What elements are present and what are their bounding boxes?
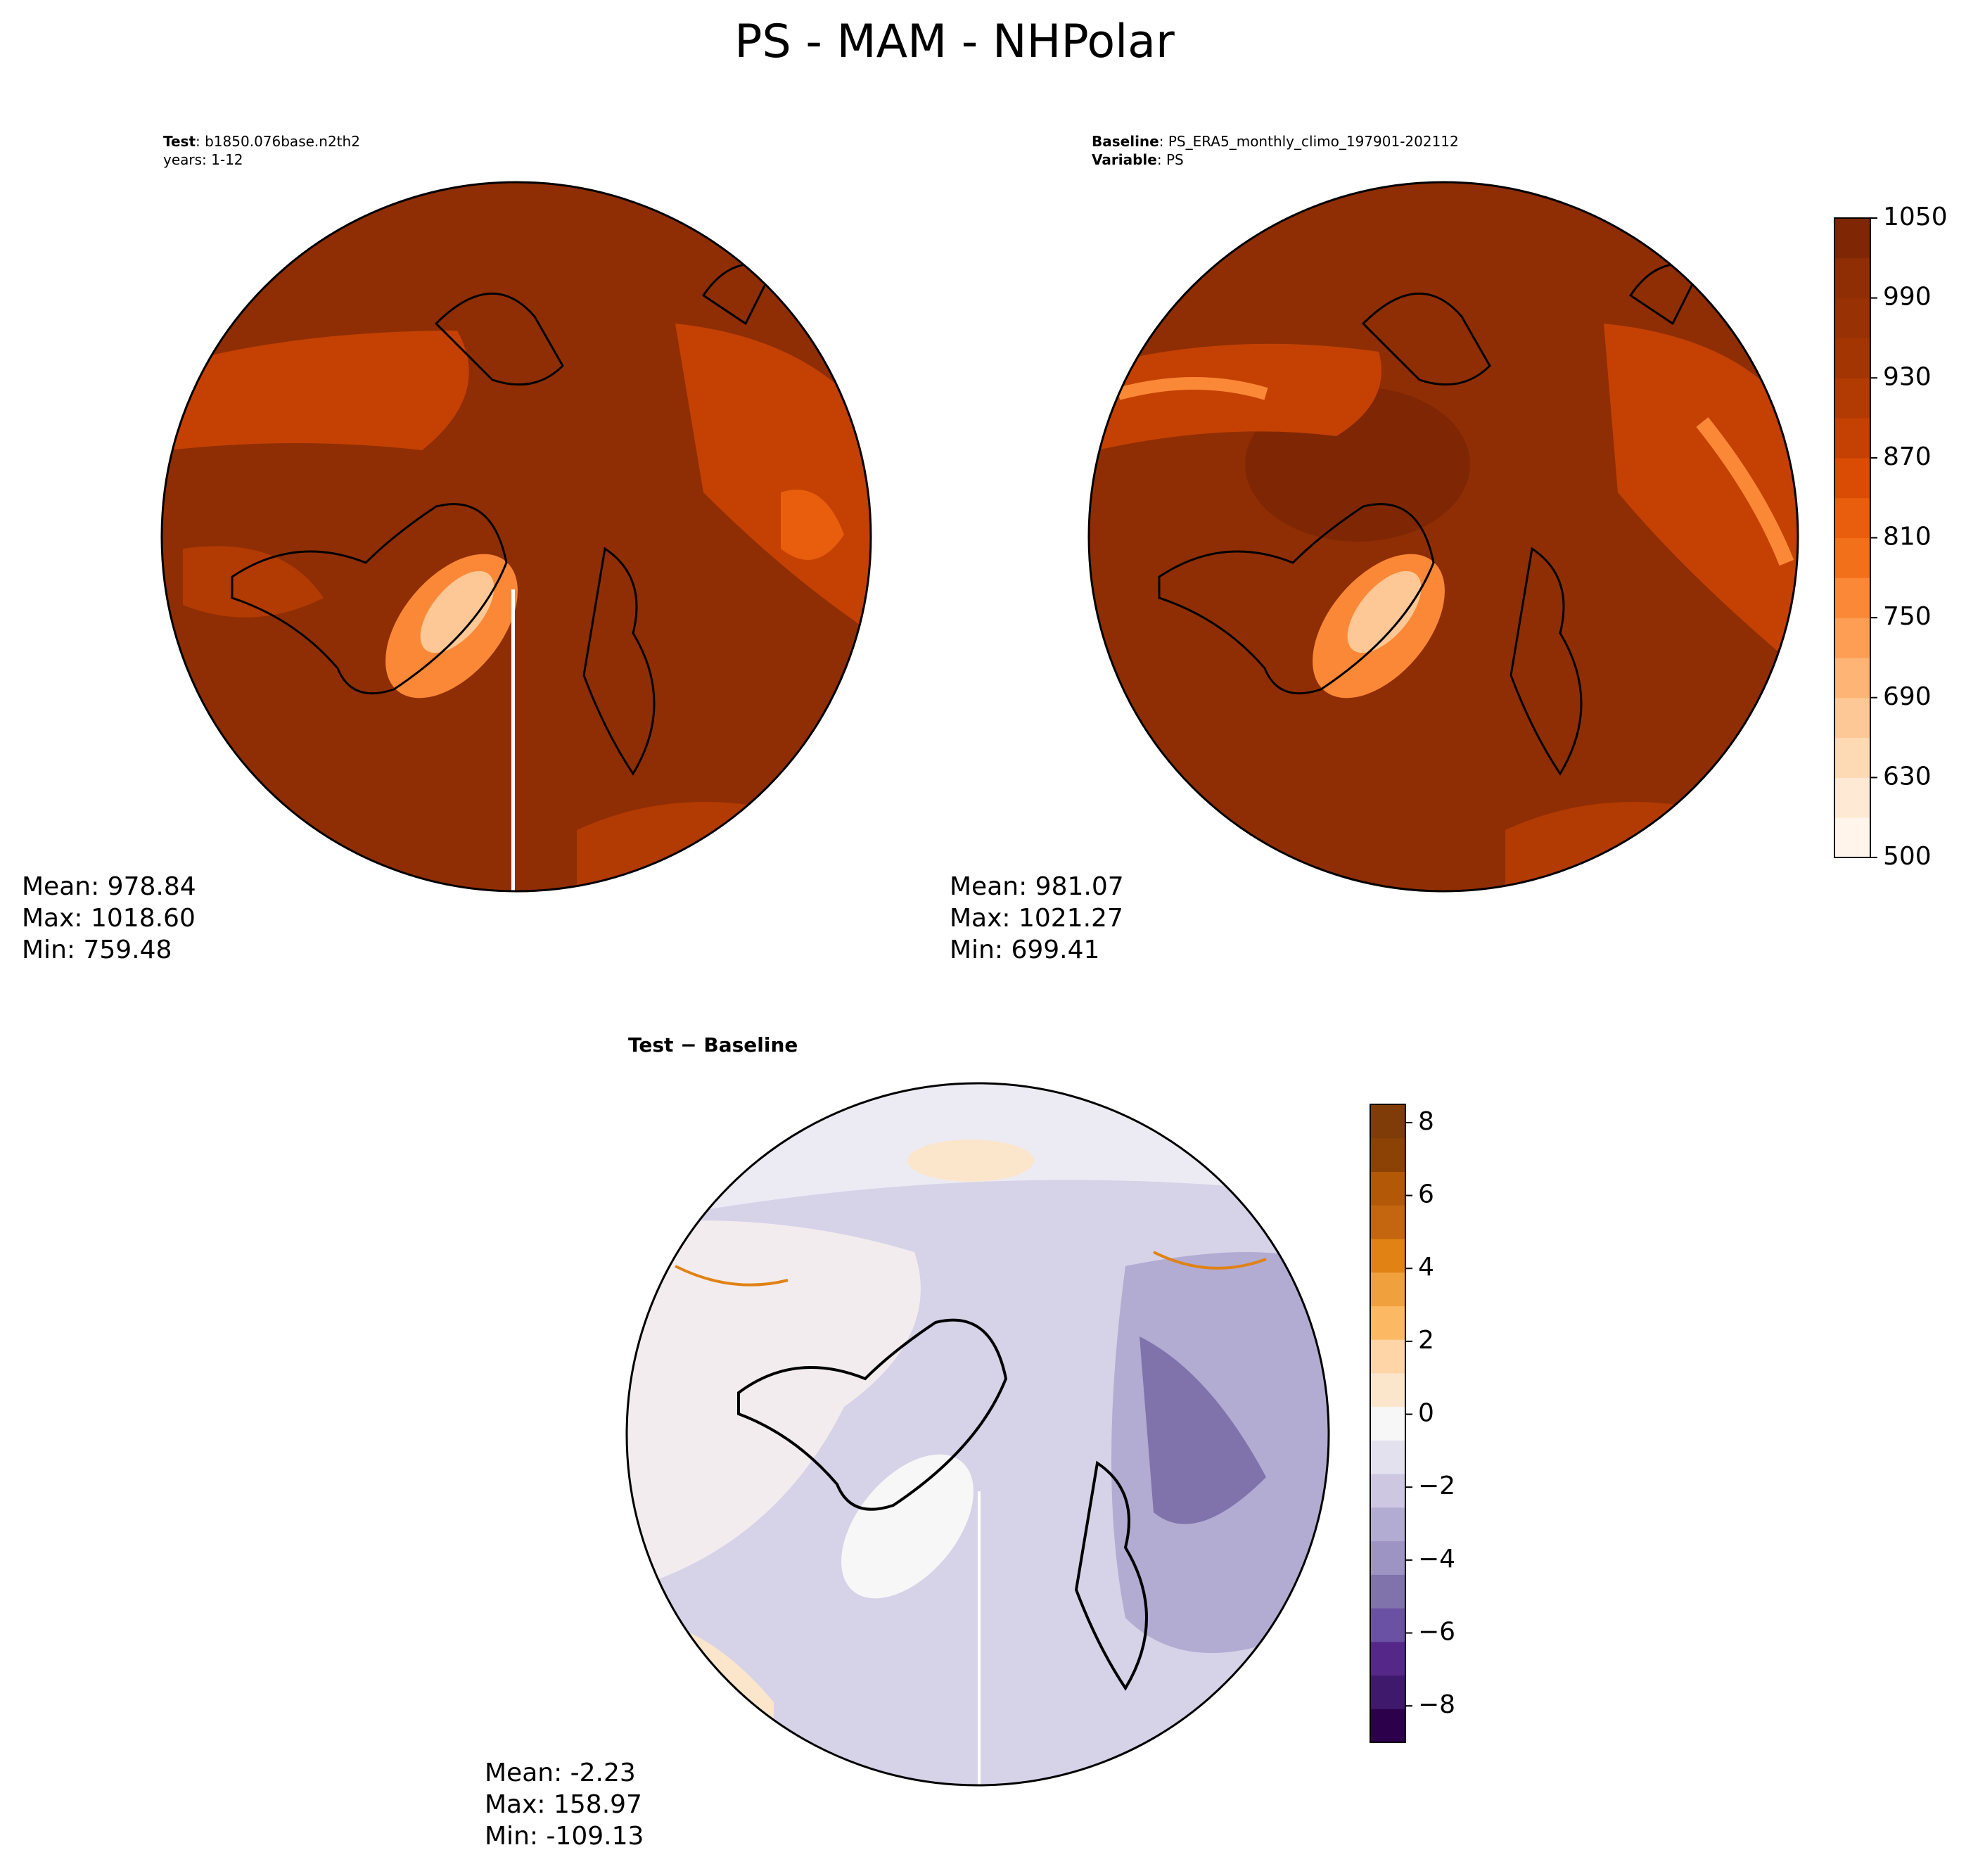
figure-title: PS - MAM - NHPolar [734,15,1175,68]
header-key: Variable [1092,151,1157,168]
panel-header: Test − Baseline [628,1033,798,1057]
colorbar-segment [1834,618,1870,658]
header-value: : b1850.076base.n2th2 [196,133,360,150]
colorbar-segment [1370,1608,1405,1642]
colorbar-segment [1834,378,1870,419]
colorbar-frame [1370,1104,1406,1743]
map-test [162,182,871,891]
stat-text: Mean: -2.23 [485,1759,636,1787]
colorbar-segment [1370,1574,1405,1609]
colorbar-tick-label: 4 [1418,1253,1434,1282]
header-key: Baseline [1092,133,1159,150]
stat-text: Max: 1018.60 [22,904,196,933]
colorbar-segment [1834,457,1870,499]
header-value: : PS [1157,151,1184,168]
header-value: : PS_ERA5_monthly_climo_197901-202112 [1159,133,1459,150]
colorbar-segment [1834,777,1870,818]
colorbar-segment [1834,218,1870,259]
header-key: Test [163,133,196,150]
colorbar-segment [1834,657,1870,698]
colorbar-tick-label: 0 [1418,1399,1434,1428]
colorbar-segment [1370,1440,1405,1474]
colorbar-tick-label: 750 [1883,602,1932,631]
colorbar-tick-label: 690 [1883,682,1932,711]
colorbar-tick-label: 990 [1883,283,1932,312]
panel-header: Variable: PS [1092,151,1184,168]
colorbar-segment [1370,1406,1405,1441]
colorbar-segment [1834,697,1870,739]
colorbar-segment [1370,1540,1405,1575]
colorbar-segment [1834,257,1870,299]
colorbar-tick-label: 630 [1883,762,1932,791]
map-difference [627,1083,1329,1785]
colorbar-segment [1370,1272,1405,1306]
header-value: years: 1-12 [163,151,243,168]
colorbar-segment [1834,298,1870,338]
stat-text: Mean: 981.07 [950,872,1124,901]
colorbar-segment [1370,1507,1405,1542]
colorbar-tick-label: 810 [1883,523,1932,551]
colorbar-segment [1370,1205,1405,1239]
stat-text: Max: 1021.27 [950,904,1123,933]
colorbar-segment [1370,1306,1405,1340]
colorbar-tick-label: 500 [1883,842,1932,871]
colorbar-segment [1370,1675,1405,1709]
header-key: Test − Baseline [628,1033,798,1057]
colorbar-segment [1370,1171,1405,1206]
stat-text: Min: -109.13 [485,1822,644,1851]
map-baseline [1089,182,1798,891]
colorbar-segment [1834,578,1870,618]
colorbar-segment [1370,1641,1405,1676]
panel-header: Test: b1850.076base.n2th2 [163,133,360,150]
colorbar-segment [1370,1339,1405,1374]
colorbar-tick-label: 8 [1418,1107,1434,1136]
colorbar-segment [1370,1104,1405,1139]
colorbar-segment [1834,497,1870,538]
map-border [625,1082,1330,1787]
colorbar-tick-label: 870 [1883,442,1932,471]
stat-text: Mean: 978.84 [22,872,196,901]
colorbar-tick-label: 930 [1883,362,1932,391]
colorbar-tick-label: −4 [1418,1545,1455,1574]
colorbar-tick-label: 2 [1418,1326,1434,1355]
colorbar-tick-label: 1050 [1883,203,1948,231]
colorbar-tick-label: −6 [1418,1618,1455,1647]
colorbar-segment [1834,537,1870,578]
colorbar-segment [1370,1709,1405,1743]
colorbar-segment [1370,1474,1405,1508]
panel-header: years: 1-12 [163,151,243,168]
colorbar-segment [1834,418,1870,459]
map-border [1087,181,1799,893]
colorbar-segment [1370,1238,1405,1273]
colorbar-segment [1834,817,1870,858]
colorbar-segment [1370,1372,1405,1408]
colorbar-segment [1834,737,1870,778]
colorbar-tick-label: 6 [1418,1180,1434,1209]
map-border [160,181,872,893]
colorbar-tick-label: −2 [1418,1472,1455,1500]
stat-text: Max: 158.97 [485,1790,642,1819]
panel-header: Baseline: PS_ERA5_monthly_climo_197901-2… [1092,133,1459,150]
stat-text: Min: 699.41 [950,936,1099,964]
colorbar-segment [1834,338,1870,378]
colorbar-segment [1370,1137,1405,1172]
colorbar-tick-label: −8 [1418,1690,1455,1719]
stat-text: Min: 759.48 [22,936,172,964]
